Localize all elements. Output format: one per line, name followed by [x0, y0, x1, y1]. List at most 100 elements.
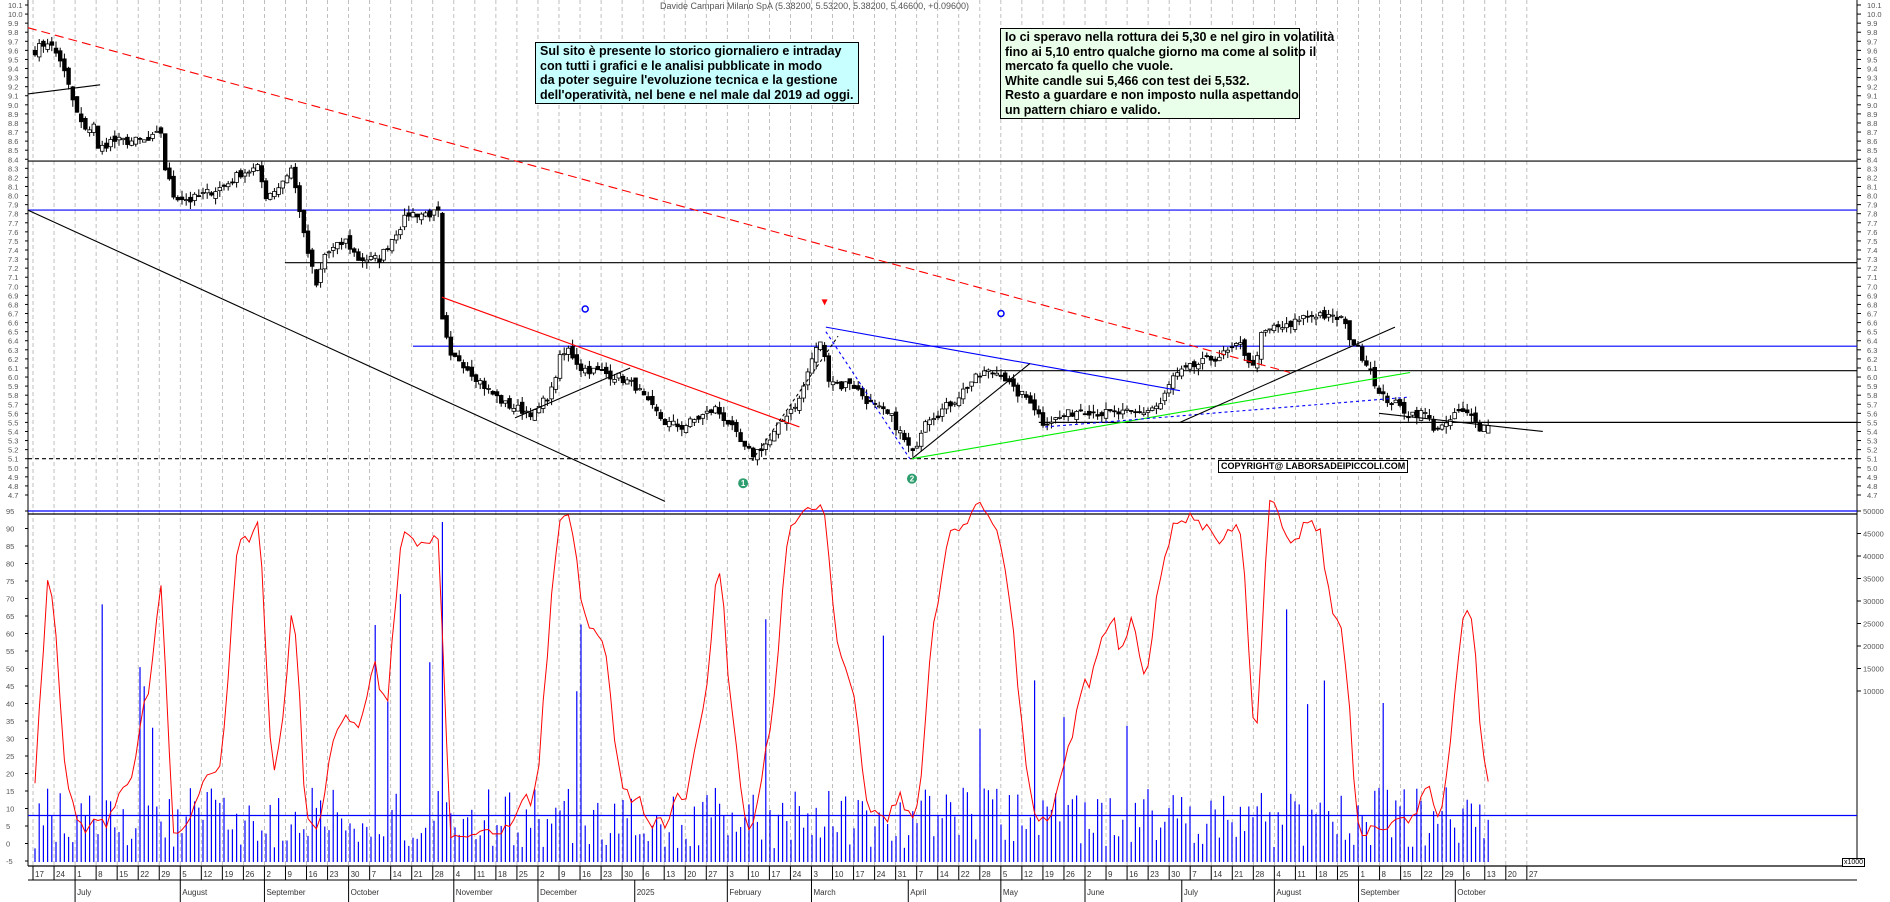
candle-body [1334, 316, 1340, 320]
candle [683, 423, 689, 434]
candle [935, 410, 941, 421]
candle-body [1460, 408, 1466, 412]
candle-body [385, 248, 390, 250]
trendline [27, 84, 101, 95]
candle-body [1049, 421, 1054, 424]
price-tick-label: 6.6 [8, 319, 18, 328]
month-label: July [1184, 888, 1198, 897]
candle-body [330, 246, 336, 251]
candle-body [877, 405, 882, 408]
oscillator-tick-label: -5 [6, 857, 13, 866]
candle [906, 432, 911, 453]
candle-body [553, 377, 558, 390]
candle-body [192, 193, 197, 201]
price-tick-label: 5.5 [8, 418, 18, 427]
candle [444, 312, 449, 340]
candle [583, 364, 588, 377]
candle-body [1103, 409, 1109, 419]
candle [1381, 384, 1386, 402]
candle [1141, 407, 1146, 417]
trendline [27, 209, 666, 502]
candle-body [713, 406, 718, 414]
candle [587, 360, 592, 379]
candle [1070, 409, 1075, 418]
candle [1053, 416, 1058, 424]
candle-body [814, 347, 819, 363]
candle [709, 408, 714, 416]
week-label: 26 [1066, 870, 1075, 879]
candle [1091, 404, 1096, 419]
trendline [1179, 326, 1396, 423]
candle-body [1343, 318, 1348, 325]
candle [100, 140, 105, 155]
price-tick-label: 5.6 [1867, 409, 1877, 418]
candle [1473, 406, 1478, 428]
candle [1326, 309, 1331, 322]
oscillator-tick-label: 50 [6, 665, 14, 674]
candle-body [221, 184, 227, 187]
week-label: 25 [1339, 870, 1348, 879]
candle-body [935, 415, 941, 419]
candle [822, 342, 827, 362]
candle [1192, 359, 1197, 374]
candle [461, 359, 466, 374]
candle-body [1124, 408, 1130, 411]
candle-body [154, 130, 159, 133]
trendline [825, 331, 911, 460]
candle-body [994, 372, 999, 376]
candle-body [83, 118, 88, 130]
candle [1423, 407, 1428, 419]
candle [1124, 405, 1130, 413]
oscillator-tick-label: 15 [6, 787, 14, 796]
candle-body [377, 258, 382, 264]
month-label: August [1276, 888, 1302, 897]
candle-body [520, 401, 525, 414]
trendline [27, 27, 1291, 374]
candle [204, 183, 210, 199]
candle-body [507, 398, 512, 409]
candle [280, 180, 285, 195]
candle [809, 352, 815, 374]
candle-body [591, 367, 596, 374]
month-label: December [540, 888, 577, 897]
week-label: 1 [77, 870, 82, 879]
price-tick-label: 7.1 [1867, 273, 1877, 282]
week-label: 12 [203, 870, 212, 879]
candle [284, 173, 290, 184]
oscillator-tick-label: 85 [6, 542, 14, 551]
price-tick-label: 7.2 [1867, 264, 1877, 273]
price-tick-label: 7.9 [1867, 201, 1877, 210]
candle [1431, 415, 1436, 433]
candle-body [826, 355, 831, 382]
week-label: 9 [1108, 870, 1113, 879]
candle-body [1112, 410, 1117, 413]
candle-body [1246, 352, 1251, 364]
candle-body [196, 195, 201, 197]
candle [1116, 407, 1121, 420]
candle [393, 230, 399, 244]
candle-body [482, 380, 487, 389]
price-tick-label: 10.1 [1867, 1, 1882, 10]
candle-body [881, 406, 886, 410]
month-label: 2025 [637, 888, 655, 897]
candle [952, 401, 957, 407]
candle-body [1204, 355, 1209, 357]
candle [465, 362, 470, 372]
candle-body [1082, 413, 1088, 416]
candle [225, 180, 231, 191]
candle-body [1255, 355, 1260, 369]
candle-body [74, 96, 80, 113]
candle-body [1028, 395, 1033, 404]
candle [692, 418, 697, 426]
candle-body [314, 269, 319, 286]
candle [637, 384, 642, 391]
oscillator-tick-label: 10 [6, 805, 14, 814]
candle-body [91, 123, 96, 133]
candle [742, 440, 747, 450]
candle [431, 209, 437, 222]
candle [158, 126, 164, 138]
candle [679, 421, 684, 437]
price-tick-label: 8.3 [1867, 164, 1877, 173]
candle [1238, 336, 1243, 350]
candle-body [1045, 423, 1050, 426]
